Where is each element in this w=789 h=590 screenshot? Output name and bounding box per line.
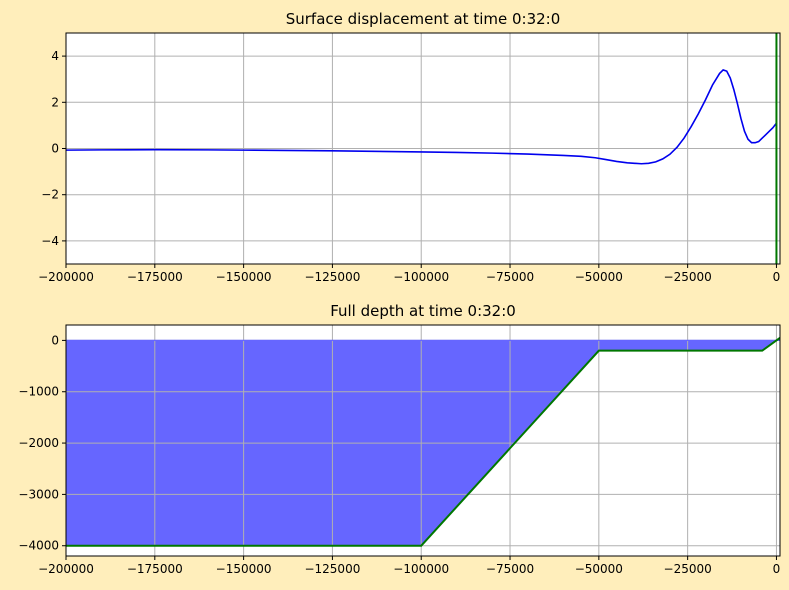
full-depth-panel: −200000 −175000 −150000 −125000 −100000 −7500… [18, 302, 781, 576]
data-layer [66, 337, 780, 546]
x-axis: −200000 −175000 −150000 −125000 −100000 −7500… [38, 264, 780, 284]
y-tick-label: 0 [51, 142, 59, 156]
x-tick-label: −200000 [38, 270, 94, 284]
y-axis: −4 −2 0 2 4 [41, 49, 66, 248]
x-tick-label: −150000 [216, 562, 272, 576]
x-tick-label: −25000 [664, 562, 712, 576]
x-tick-label: −50000 [575, 270, 623, 284]
y-tick-label: 0 [51, 333, 59, 347]
axes-frame [65, 324, 781, 557]
chart-title: Surface displacement at time 0:32:0 [286, 10, 561, 28]
y-tick-label: −3000 [18, 487, 59, 501]
y-tick-label: 4 [51, 49, 59, 63]
surface-displacement-panel: −200000 −175000 −150000 −125000 −100000 −7500… [38, 10, 781, 284]
y-tick-label: −1000 [18, 385, 59, 399]
x-tick-label: −175000 [127, 270, 183, 284]
chart-title: Full depth at time 0:32:0 [330, 302, 516, 320]
y-axis: −4000 −3000 −2000 −1000 0 [18, 333, 66, 553]
x-tick-label: −100000 [393, 270, 449, 284]
x-tick-label: −100000 [393, 562, 449, 576]
y-tick-label: 2 [51, 95, 59, 109]
x-tick-label: −50000 [575, 562, 623, 576]
grid [65, 33, 780, 264]
y-tick-label: −2000 [18, 436, 59, 450]
x-axis: −200000 −175000 −150000 −125000 −100000 −7500… [38, 556, 780, 576]
x-tick-label: 0 [773, 270, 781, 284]
y-tick-label: −4 [41, 234, 59, 248]
x-tick-label: −150000 [216, 270, 272, 284]
line-layer [66, 337, 781, 547]
x-tick-label: −25000 [664, 270, 712, 284]
x-tick-label: −75000 [486, 562, 534, 576]
series-line [65, 69, 778, 165]
x-tick-label: −125000 [304, 270, 360, 284]
x-tick-label: −175000 [127, 562, 183, 576]
x-tick-label: 0 [773, 562, 781, 576]
x-tick-label: −125000 [304, 562, 360, 576]
x-tick-label: −75000 [486, 270, 534, 284]
y-tick-label: −2 [41, 188, 59, 202]
x-tick-label: −200000 [38, 562, 94, 576]
y-tick-label: −4000 [18, 539, 59, 553]
data-layer [65, 33, 778, 264]
water-fill [66, 337, 780, 546]
bottom-line [66, 337, 781, 547]
